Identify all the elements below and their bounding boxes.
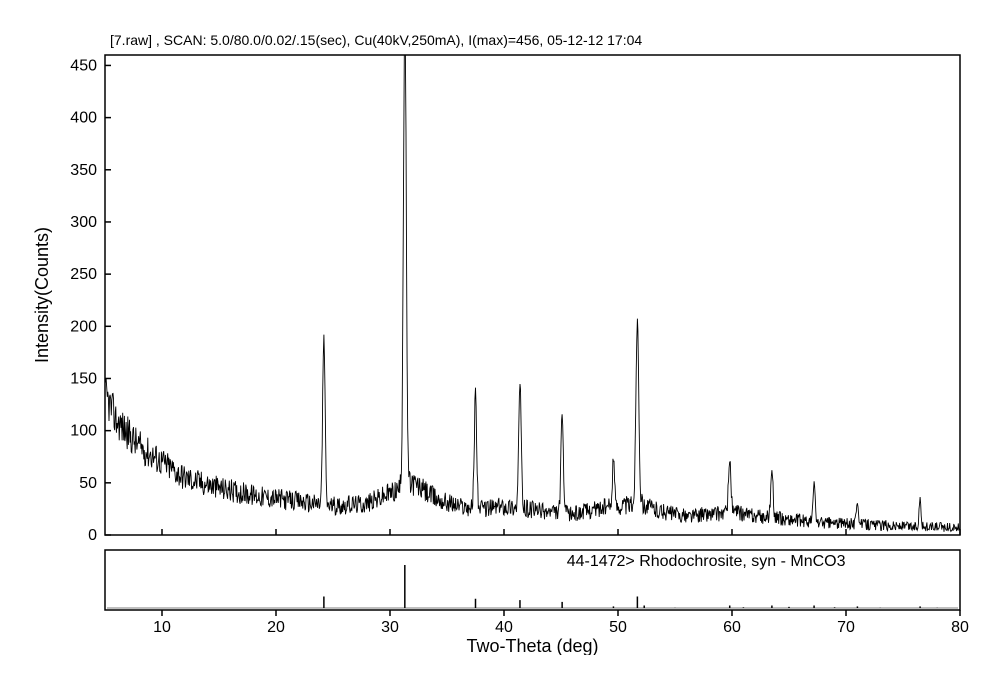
svg-text:150: 150: [70, 370, 97, 387]
xrd-chart-svg: 0 50 100 150 200 250 300 350 400 450 Intensity(Cou…: [20, 20, 980, 655]
svg-text:350: 350: [70, 162, 97, 179]
svg-text:400: 400: [70, 110, 97, 127]
svg-text:450: 450: [70, 57, 97, 74]
svg-text:Two-Theta (deg): Two-Theta (deg): [466, 636, 598, 655]
svg-text:300: 300: [70, 214, 97, 231]
svg-text:100: 100: [70, 423, 97, 440]
svg-text:40: 40: [495, 619, 513, 636]
svg-text:200: 200: [70, 318, 97, 335]
svg-text:50: 50: [79, 475, 97, 492]
svg-text:80: 80: [951, 619, 969, 636]
svg-text:30: 30: [381, 619, 399, 636]
svg-text:20: 20: [267, 619, 285, 636]
svg-text:10: 10: [153, 619, 171, 636]
svg-text:70: 70: [837, 619, 855, 636]
svg-text:Intensity(Counts): Intensity(Counts): [32, 227, 52, 363]
svg-text:50: 50: [609, 619, 627, 636]
svg-text:250: 250: [70, 266, 97, 283]
xrd-chart-container: 0 50 100 150 200 250 300 350 400 450 Intensity(Cou…: [20, 20, 980, 655]
svg-text:60: 60: [723, 619, 741, 636]
svg-text:0: 0: [88, 527, 97, 544]
svg-text:[7.raw] , SCAN: 5.0/80.0/0.02/: [7.raw] , SCAN: 5.0/80.0/0.02/.15(sec), …: [110, 32, 642, 48]
svg-text:44-1472> Rhodochrosite, syn -: 44-1472> Rhodochrosite, syn - MnCO3: [567, 553, 846, 570]
